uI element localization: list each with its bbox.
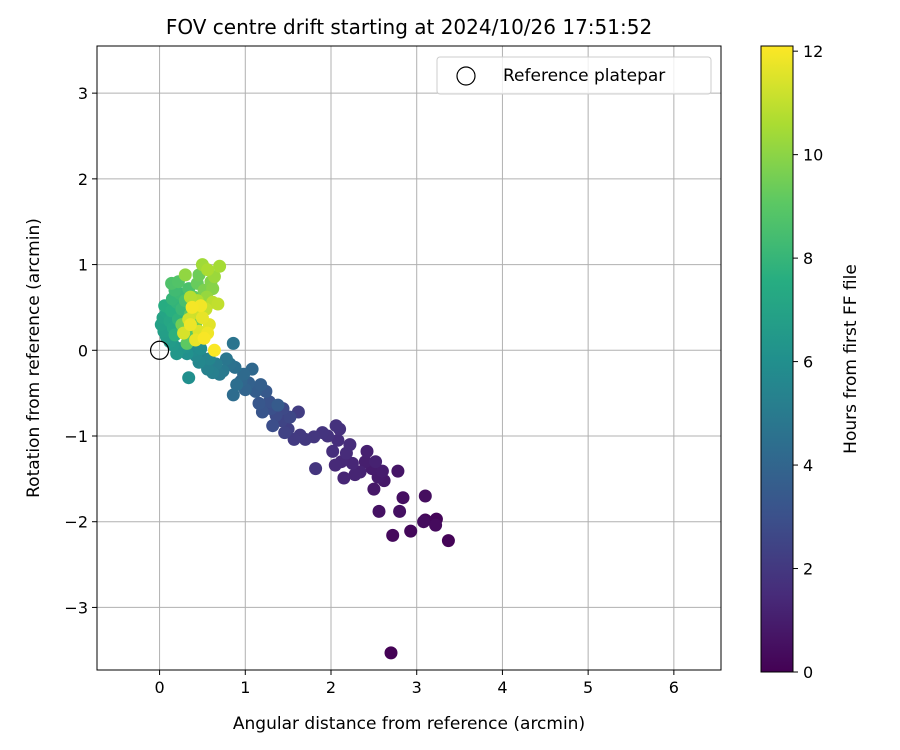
x-axis-ticks: 0 1 2 3 4 5 6 — [154, 670, 679, 697]
data-point — [252, 396, 266, 410]
data-point — [386, 528, 400, 542]
x-tick-label: 2 — [326, 678, 336, 697]
data-point — [360, 444, 374, 458]
data-point — [309, 462, 323, 476]
x-tick-label: 4 — [497, 678, 507, 697]
data-point — [230, 378, 244, 392]
y-tick-label: −3 — [64, 598, 88, 617]
data-point — [183, 290, 197, 304]
data-point — [183, 318, 197, 332]
data-point — [372, 504, 386, 518]
data-point — [343, 438, 357, 452]
data-point — [254, 378, 268, 392]
data-point — [418, 489, 432, 503]
data-point — [367, 482, 381, 496]
data-point — [287, 432, 301, 446]
data-point — [329, 419, 343, 433]
data-point — [211, 297, 225, 311]
data-point — [178, 268, 192, 282]
data-point — [197, 331, 211, 345]
x-axis-label: Angular distance from reference (arcmin) — [233, 714, 585, 734]
plot-frame — [96, 45, 722, 671]
data-point — [441, 534, 455, 548]
data-point — [404, 524, 418, 538]
data-point — [182, 371, 196, 385]
data-point — [393, 504, 407, 518]
data-point — [391, 464, 405, 478]
data-point — [278, 426, 292, 440]
y-tick-label: 1 — [78, 256, 88, 275]
legend-label: Reference platepar — [503, 66, 665, 86]
data-point — [328, 458, 342, 472]
data-point — [266, 419, 280, 433]
data-point — [213, 259, 227, 273]
colorbar-ticks: 0 2 4 6 8 10 12 — [793, 42, 823, 682]
data-point — [226, 388, 240, 402]
y-tick-label: −2 — [64, 513, 88, 532]
colorbar-label: Hours from first FF file — [841, 264, 861, 454]
y-axis-ticks: −3 −2 −1 0 1 2 3 — [64, 84, 97, 617]
colorbar-tick-label: 10 — [803, 146, 823, 165]
legend-box — [436, 56, 712, 95]
x-tick-label: 0 — [154, 678, 164, 697]
data-point — [358, 455, 372, 469]
data-point — [417, 515, 431, 529]
y-axis-label: Rotation from reference (arcmin) — [24, 218, 44, 498]
reference-marker — [149, 340, 170, 360]
x-tick-label: 6 — [669, 678, 679, 697]
x-tick-label: 5 — [583, 678, 593, 697]
legend-marker-open-circle — [456, 66, 476, 86]
data-point — [185, 300, 199, 314]
data-point — [201, 263, 215, 277]
y-tick-label: 2 — [78, 170, 88, 189]
y-tick-label: 0 — [78, 341, 88, 360]
data-point — [384, 646, 398, 660]
data-point — [369, 455, 383, 469]
colorbar — [760, 45, 794, 673]
grid-lines — [97, 46, 721, 670]
data-point — [195, 311, 209, 325]
data-point — [348, 468, 362, 482]
x-tick-label: 1 — [240, 678, 250, 697]
colorbar-tick-label: 6 — [803, 353, 813, 372]
x-tick-label: 3 — [412, 678, 422, 697]
data-point — [226, 336, 240, 350]
data-point — [429, 518, 443, 532]
data-point — [337, 471, 351, 485]
data-point — [326, 444, 340, 458]
y-tick-label: 3 — [78, 84, 88, 103]
colorbar-tick-label: 12 — [803, 42, 823, 61]
colorbar-tick-label: 8 — [803, 249, 813, 268]
data-point — [331, 433, 345, 447]
data-point — [271, 398, 285, 412]
colorbar-tick-label: 4 — [803, 456, 813, 475]
data-point — [396, 491, 410, 505]
colorbar-tick-label: 0 — [803, 663, 813, 682]
data-point — [207, 343, 221, 357]
data-point — [345, 456, 359, 470]
data-point — [219, 352, 233, 366]
chart-title: FOV centre drift starting at 2024/10/26 … — [166, 15, 652, 39]
colorbar-tick-label: 2 — [803, 560, 813, 579]
reference-platepar-marker — [149, 340, 170, 360]
data-point — [375, 464, 389, 478]
y-tick-label: −1 — [64, 427, 88, 446]
legend: Reference platepar — [436, 56, 712, 95]
data-points — [154, 258, 455, 660]
